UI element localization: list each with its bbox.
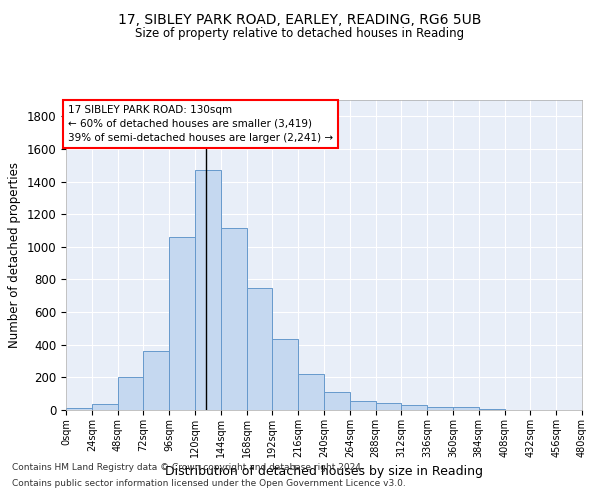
Y-axis label: Number of detached properties: Number of detached properties	[8, 162, 21, 348]
Text: Contains public sector information licensed under the Open Government Licence v3: Contains public sector information licen…	[12, 478, 406, 488]
Bar	[479, 409, 505, 410]
Bar	[221, 228, 247, 410]
Bar	[247, 288, 272, 410]
Text: Contains HM Land Registry data © Crown copyright and database right 2024.: Contains HM Land Registry data © Crown c…	[12, 464, 364, 472]
Bar	[118, 378, 143, 410]
Bar	[350, 401, 376, 410]
Text: 17 SIBLEY PARK ROAD: 130sqm
← 60% of detached houses are smaller (3,419)
39% of : 17 SIBLEY PARK ROAD: 130sqm ← 60% of det…	[68, 105, 333, 143]
Bar	[324, 392, 350, 410]
Text: Size of property relative to detached houses in Reading: Size of property relative to detached ho…	[136, 28, 464, 40]
Bar	[195, 170, 221, 410]
X-axis label: Distribution of detached houses by size in Reading: Distribution of detached houses by size …	[165, 465, 483, 478]
Bar	[169, 237, 195, 410]
Bar	[427, 406, 453, 410]
Bar	[66, 408, 92, 410]
Bar	[272, 339, 298, 410]
Bar	[143, 352, 169, 410]
Bar	[298, 374, 324, 410]
Text: 17, SIBLEY PARK ROAD, EARLEY, READING, RG6 5UB: 17, SIBLEY PARK ROAD, EARLEY, READING, R…	[118, 12, 482, 26]
Bar	[92, 404, 118, 410]
Bar	[401, 405, 427, 410]
Bar	[376, 402, 401, 410]
Bar	[453, 406, 479, 410]
